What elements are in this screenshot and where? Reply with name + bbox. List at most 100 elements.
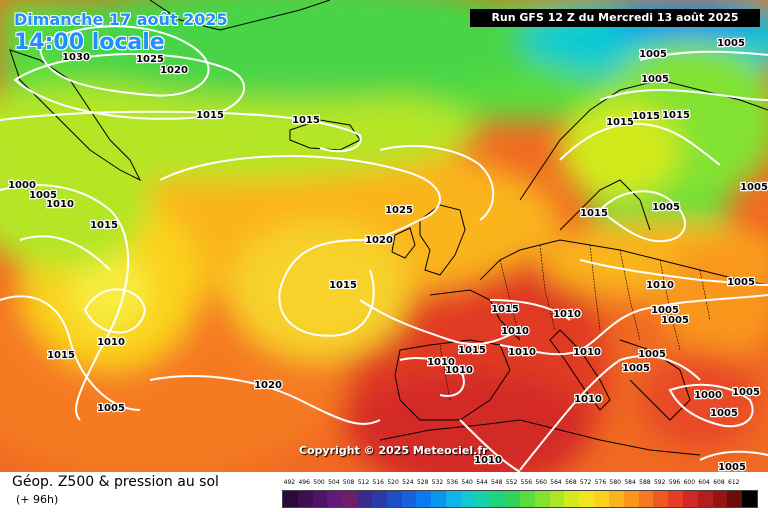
color-scale-label: 588	[639, 479, 651, 486]
isobar-label: 1015	[662, 110, 690, 121]
isobar-label: 1005	[622, 363, 650, 374]
isobar-label: 1005	[651, 305, 679, 316]
color-scale-label: 520	[387, 479, 399, 486]
isobar-label: 1005	[638, 349, 666, 360]
color-scale-label: 564	[550, 479, 562, 486]
color-scale-label: 536	[446, 479, 459, 486]
isobar-label: 1005	[732, 387, 760, 398]
color-scale-label: 612	[728, 479, 740, 486]
color-scale-label: 524	[402, 479, 414, 486]
color-scale-label: 504	[328, 479, 340, 486]
isobar-labels: 1030 1025 1020 1015 1015 1000 1005 1010 …	[7, 37, 768, 472]
isobar-label: 1005	[29, 190, 57, 201]
color-scale-label: 556	[520, 479, 533, 486]
color-scale-swatch	[682, 491, 698, 507]
model-run-label: Run GFS 12 Z du Mercredi 13 août 2025	[470, 9, 760, 27]
legend-subtitle: (+ 96h)	[16, 493, 59, 506]
isobar-label: 1010	[474, 455, 502, 466]
copyright-notice: Copyright © 2025 Meteociel.fr	[299, 444, 488, 457]
color-scale-label: 600	[683, 479, 696, 486]
color-scale-swatch	[460, 491, 476, 507]
map-canvas: 1030 1025 1020 1015 1015 1000 1005 1010 …	[0, 0, 768, 472]
isobar-label: 1005	[641, 74, 669, 85]
isobar-label: 1005	[718, 462, 746, 472]
color-scale-label: 540	[461, 479, 473, 486]
isobar-label: 1015	[458, 345, 486, 356]
isobar-label: 1010	[427, 357, 455, 368]
geopotential-map: 1030 1025 1020 1015 1015 1000 1005 1010 …	[0, 0, 768, 472]
color-scale-label: 604	[698, 479, 710, 486]
isobar-label: 1000	[8, 180, 36, 191]
color-scale-swatch	[371, 491, 387, 507]
color-scale-label: 532	[431, 479, 444, 486]
isobar-label: 1015	[632, 111, 660, 122]
isobar-label: 1005	[652, 202, 680, 213]
color-scale-swatch	[342, 491, 358, 507]
isobar-label: 1015	[47, 350, 75, 361]
color-scale-swatch	[505, 491, 520, 507]
color-scale-label: 500	[313, 479, 325, 486]
color-scale-label: 592	[653, 479, 666, 486]
color-scale-label: 580	[609, 479, 621, 486]
color-scale-swatch	[386, 491, 402, 507]
isobar-label: 1010	[46, 199, 74, 210]
country-borders	[439, 244, 711, 401]
isobar-label: 1005	[97, 403, 125, 414]
isobar-label: 1030	[62, 52, 90, 63]
color-scale-label: 548	[491, 479, 503, 486]
color-scale-swatch	[742, 491, 757, 507]
color-scale-label: 516	[372, 479, 384, 486]
color-scale-swatch	[608, 491, 624, 507]
color-scale-label: 608	[713, 479, 725, 486]
color-scale-swatch	[668, 491, 683, 507]
color-scale-label: 552	[505, 479, 518, 486]
color-scale-swatch	[638, 491, 654, 507]
color-scale-swatch	[357, 491, 372, 507]
isobar-label: 1025	[136, 54, 164, 65]
isobar-label: 1010	[573, 347, 601, 358]
isobar-lines	[0, 25, 768, 472]
isobar-label: 1015	[580, 208, 608, 219]
isobar-label: 1020	[160, 65, 188, 76]
color-scale-swatch	[475, 491, 491, 507]
isobar-label: 1005	[661, 315, 689, 326]
color-scale-swatch	[623, 491, 639, 507]
isobar-label: 1010	[97, 337, 125, 348]
isobar-label: 1015	[90, 220, 118, 231]
isobar-label: 1015	[491, 304, 519, 315]
isobar-label: 1010	[508, 347, 536, 358]
isobar-label: 1000	[694, 390, 722, 401]
legend-title: Géop. Z500 & pression au sol	[12, 474, 219, 490]
isobar-label: 1005	[727, 277, 755, 288]
color-scale-label: 560	[535, 479, 547, 486]
color-scale-swatch	[594, 491, 609, 507]
isobar-label: 1015	[329, 280, 357, 291]
color-scale-swatch	[534, 491, 550, 507]
color-scale-swatch	[431, 491, 446, 507]
isobar-label: 1015	[196, 110, 224, 121]
color-scale-label: 572	[579, 479, 592, 486]
color-scale-swatch	[312, 491, 328, 507]
forecast-time: 14:00 locale	[14, 30, 165, 55]
color-scale-swatch	[549, 491, 565, 507]
isobar-label: 1020	[365, 235, 393, 246]
color-scale-swatch	[712, 491, 728, 507]
color-scale-bar	[282, 490, 758, 508]
isobar-label: 1005	[717, 38, 745, 49]
isobar-label: 1010	[646, 280, 674, 291]
color-scale-label: 568	[565, 479, 577, 486]
color-scale-swatch	[416, 491, 432, 507]
isobar-label: 1010	[574, 394, 602, 405]
isobar-label: 1010	[501, 326, 529, 337]
color-scale-label: 492	[283, 479, 296, 486]
color-scale-swatch	[564, 491, 580, 507]
isobar-label: 1005	[710, 408, 738, 419]
isobar-label: 1015	[292, 115, 320, 126]
color-scale-swatch	[445, 491, 461, 507]
isobar-label: 1010	[445, 365, 473, 376]
isobar-label: 1005	[639, 49, 667, 60]
color-scale-swatch	[490, 491, 506, 507]
color-scale-swatch	[283, 491, 298, 507]
color-scale-label: 584	[624, 479, 636, 486]
